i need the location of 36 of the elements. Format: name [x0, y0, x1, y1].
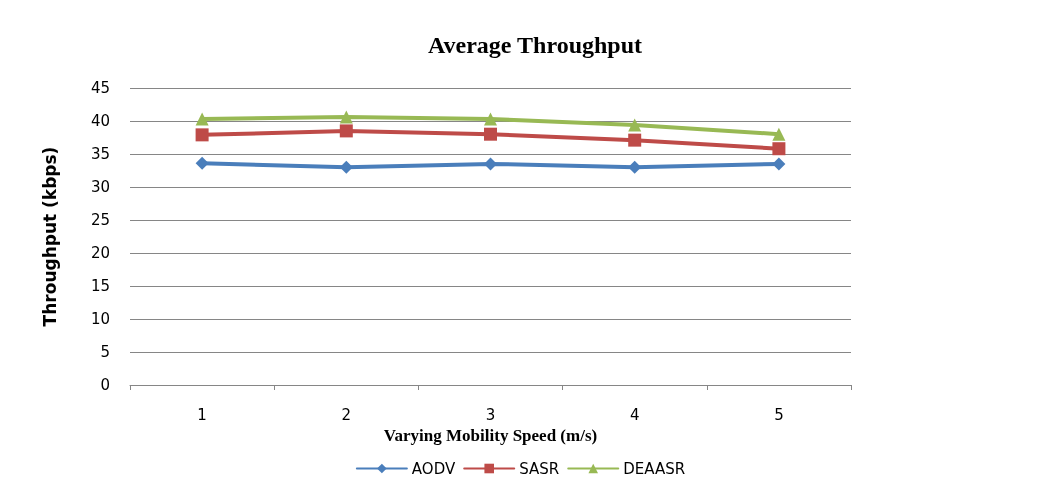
y-tick-label: 35 [90, 145, 110, 163]
chart-title: Average Throughput [427, 32, 643, 58]
y-tick-label: 15 [90, 277, 110, 295]
x-tick-label: 1 [197, 405, 207, 424]
y-tick-label: 5 [100, 343, 110, 361]
point [772, 157, 786, 171]
point [628, 118, 642, 132]
point [339, 124, 353, 138]
y-tick-label: 25 [90, 211, 110, 229]
point [195, 156, 209, 170]
legend-label: DEAASR [623, 459, 686, 478]
point [628, 160, 642, 174]
point [484, 127, 497, 141]
y-tick-label: 40 [90, 112, 110, 130]
point [195, 112, 209, 126]
y-tick-label: 10 [90, 310, 110, 328]
y-tick-label: 45 [90, 79, 110, 97]
point [195, 128, 209, 142]
x-tick-label: 5 [774, 405, 784, 424]
point [772, 142, 786, 156]
x-axis-title: Varying Mobility Speed (m/s) [383, 426, 598, 445]
point [772, 127, 786, 141]
point [628, 133, 642, 147]
legend-label: AODV [411, 459, 456, 478]
x-tick-label: 3 [485, 405, 496, 424]
point [339, 160, 353, 174]
y-tick-label: 30 [90, 178, 110, 196]
x-tick-label: 2 [341, 405, 352, 424]
y-tick-label: 0 [100, 376, 110, 394]
point [484, 112, 497, 126]
y-tick-label: 20 [90, 244, 110, 262]
x-tick-label: 4 [629, 405, 640, 424]
legend-label: SASR [519, 459, 560, 478]
point [484, 157, 497, 171]
y-axis-title: Throughput (kbps) [39, 146, 60, 327]
point [339, 110, 353, 124]
